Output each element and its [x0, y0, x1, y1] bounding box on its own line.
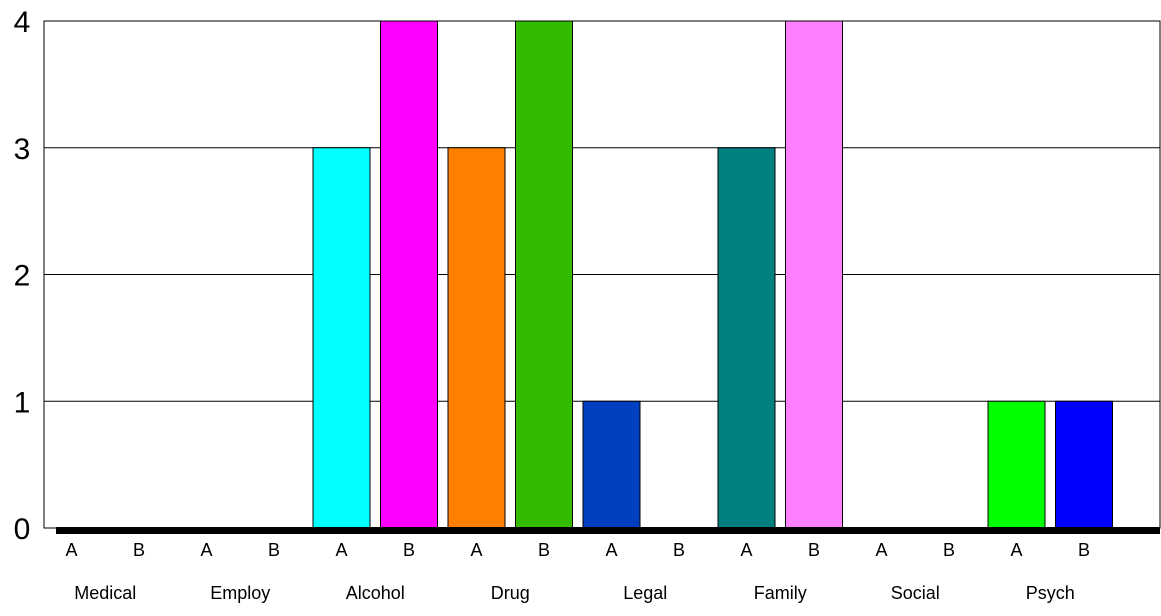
bars — [312, 20, 1113, 529]
sub-label-medical-b: B — [133, 540, 145, 560]
sub-label-legal-a: A — [605, 540, 617, 560]
y-tick-label: 4 — [14, 6, 31, 39]
sub-label-social-b: B — [943, 540, 955, 560]
sub-label-family-a: A — [740, 540, 752, 560]
category-label-employ: Employ — [210, 583, 270, 603]
y-tick-label: 2 — [14, 260, 31, 293]
sub-label-psych-b: B — [1078, 540, 1090, 560]
category-label-psych: Psych — [1026, 583, 1075, 603]
sub-label-social-a: A — [875, 540, 887, 560]
sub-label-drug-b: B — [538, 540, 550, 560]
category-label-family: Family — [754, 583, 807, 603]
axes — [56, 527, 1160, 534]
sub-label-medical-a: A — [65, 540, 77, 560]
y-tick-label: 0 — [14, 513, 31, 546]
labels: 0 1 2 3 4 A B A B A B A B A B A B A B A B Medical Employ Alcoho… — [14, 6, 1090, 603]
sub-label-drug-a: A — [470, 540, 482, 560]
bar-family-a — [717, 147, 776, 529]
category-label-medical: Medical — [74, 583, 136, 603]
x-axis-baseline — [56, 527, 1160, 534]
y-tick-label: 1 — [14, 386, 31, 419]
sub-label-alcohol-b: B — [403, 540, 415, 560]
sub-label-family-b: B — [808, 540, 820, 560]
sub-label-legal-b: B — [673, 540, 685, 560]
sub-label-employ-b: B — [268, 540, 280, 560]
bar-family-b — [785, 20, 843, 529]
bar-legal-a — [582, 400, 641, 529]
bar-psych-a — [987, 400, 1046, 529]
bar-alcohol-b — [380, 20, 438, 529]
sub-label-alcohol-a: A — [335, 540, 347, 560]
category-label-alcohol: Alcohol — [346, 583, 405, 603]
category-label-drug: Drug — [491, 583, 530, 603]
category-label-legal: Legal — [623, 583, 667, 603]
category-label-social: Social — [891, 583, 940, 603]
bar-drug-b — [515, 20, 573, 529]
bar-psych-b — [1055, 400, 1113, 529]
sub-label-employ-a: A — [200, 540, 212, 560]
bar-alcohol-a — [312, 147, 371, 529]
sub-label-psych-a: A — [1010, 540, 1022, 560]
bar-drug-a — [447, 147, 506, 529]
y-tick-label: 3 — [14, 133, 31, 166]
